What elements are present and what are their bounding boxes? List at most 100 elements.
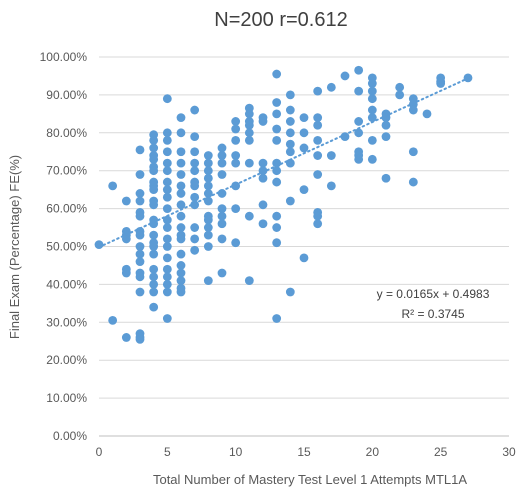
- data-point: [313, 211, 323, 221]
- data-point: [149, 272, 159, 282]
- data-point: [190, 200, 200, 210]
- data-point: [231, 124, 241, 134]
- data-point: [162, 94, 172, 104]
- data-point: [354, 117, 364, 126]
- data-point: [121, 268, 131, 278]
- data-point: [162, 135, 172, 145]
- data-point: [149, 166, 159, 176]
- y-tick-label: 50.00%: [46, 240, 87, 254]
- data-point: [244, 211, 254, 221]
- data-point: [299, 113, 309, 123]
- data-point: [149, 287, 159, 297]
- data-point: [367, 94, 377, 104]
- data-point: [313, 86, 323, 96]
- data-point: [149, 264, 159, 274]
- data-point: [190, 223, 200, 232]
- data-point: [381, 113, 391, 123]
- data-point: [149, 135, 159, 145]
- data-point: [176, 147, 186, 157]
- data-point: [135, 249, 145, 259]
- data-point: [354, 86, 364, 96]
- data-point: [108, 316, 118, 325]
- data-point: [176, 234, 186, 244]
- data-point: [149, 143, 159, 153]
- data-point: [176, 200, 186, 210]
- data-point: [272, 124, 282, 134]
- data-point: [217, 170, 227, 179]
- data-point: [135, 242, 145, 251]
- data-point: [217, 189, 227, 198]
- data-point: [176, 268, 186, 278]
- data-point: [162, 314, 172, 323]
- x-tick-label: 0: [96, 445, 103, 459]
- data-point: [244, 135, 254, 145]
- data-point: [203, 181, 213, 191]
- data-point: [162, 242, 172, 251]
- data-point: [326, 181, 336, 191]
- data-point: [272, 109, 282, 119]
- data-point: [313, 120, 323, 130]
- data-point: [203, 230, 213, 240]
- data-point: [367, 86, 377, 96]
- data-point: [285, 105, 295, 115]
- data-point: [149, 230, 159, 240]
- data-point: [326, 82, 336, 92]
- data-point: [436, 79, 446, 88]
- data-point: [121, 234, 131, 244]
- gridlines: [99, 56, 509, 399]
- data-point: [203, 151, 213, 160]
- data-point: [217, 151, 227, 160]
- data-point: [231, 238, 241, 248]
- data-point: [162, 234, 172, 244]
- data-point: [203, 215, 213, 225]
- data-point: [272, 69, 282, 79]
- data-point: [176, 158, 186, 168]
- y-tick-label: 80.00%: [46, 126, 87, 140]
- data-point: [135, 189, 145, 198]
- data-point: [244, 109, 254, 119]
- data-point: [231, 158, 241, 168]
- data-point: [367, 135, 377, 145]
- data-point: [272, 223, 282, 232]
- data-point: [162, 287, 172, 297]
- data-point: [203, 189, 213, 198]
- x-tick-label: 25: [434, 445, 448, 459]
- data-point: [162, 272, 172, 282]
- data-point: [381, 173, 391, 183]
- data-point: [299, 128, 309, 138]
- y-tick-label: 100.00%: [40, 50, 88, 64]
- data-point: [395, 90, 405, 100]
- data-point: [285, 90, 295, 100]
- data-point: [231, 135, 241, 145]
- data-point: [395, 82, 405, 92]
- data-point: [135, 334, 145, 344]
- y-tick-label: 90.00%: [46, 88, 87, 102]
- data-point: [258, 117, 268, 126]
- y-tick-label: 40.00%: [46, 277, 87, 291]
- data-point: [203, 276, 213, 286]
- data-point: [149, 249, 159, 259]
- data-point: [408, 105, 418, 115]
- x-axis-label: Total Number of Mastery Test Level 1 Att…: [153, 472, 467, 487]
- data-point: [203, 242, 213, 251]
- data-point: [176, 189, 186, 198]
- data-point: [272, 238, 282, 248]
- data-point: [299, 143, 309, 153]
- r-squared-label: R² = 0.3745: [401, 307, 464, 321]
- y-tick-labels: 0.00% 10.00% 20.00% 30.00% 40.00% 50.00% 60.00…: [40, 50, 88, 443]
- data-point: [354, 128, 364, 138]
- data-point: [244, 276, 254, 286]
- data-point: [149, 302, 159, 312]
- data-point: [176, 249, 186, 259]
- data-point: [313, 151, 323, 160]
- data-point: [190, 245, 200, 255]
- data-point: [285, 117, 295, 126]
- data-point: [231, 117, 241, 126]
- data-point: [285, 287, 295, 297]
- data-point: [217, 219, 227, 229]
- data-point: [272, 314, 282, 323]
- data-point: [190, 181, 200, 191]
- data-point: [381, 132, 391, 141]
- data-point: [231, 204, 241, 214]
- data-point: [367, 154, 377, 164]
